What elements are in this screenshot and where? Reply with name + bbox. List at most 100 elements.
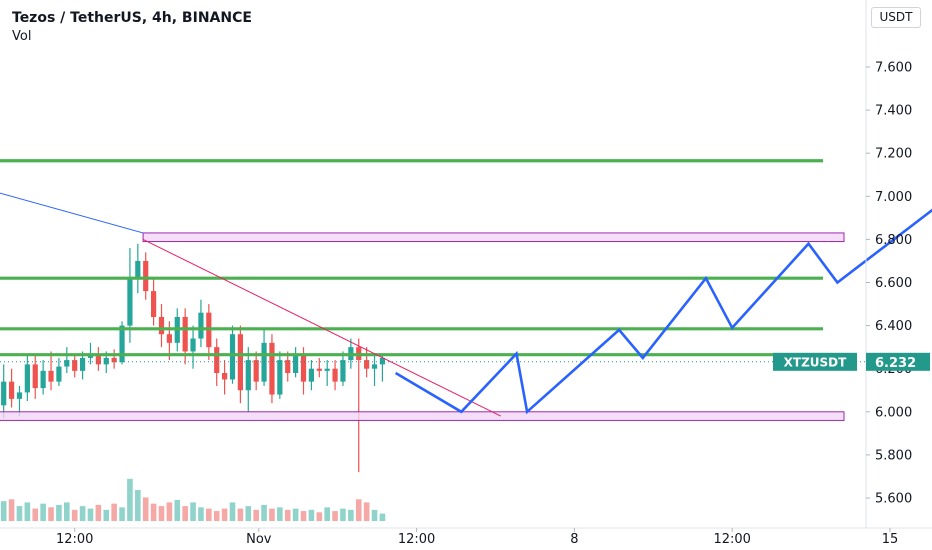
volume-bar: [158, 506, 165, 521]
volume-bar: [95, 504, 102, 521]
candle-body: [166, 334, 172, 343]
volume-bar: [213, 511, 220, 521]
candle-body: [371, 364, 378, 369]
projected-price-path[interactable]: [394, 166, 932, 415]
volume-bar: [348, 509, 354, 521]
volume-bar: [363, 502, 370, 521]
volume-bar: [198, 507, 204, 521]
candle-body: [111, 357, 117, 363]
price-tick-label: 7.600: [875, 61, 912, 76]
volume-bar: [371, 509, 378, 521]
candle-body: [8, 381, 15, 399]
volume-bar: [253, 509, 259, 521]
volume-bar: [135, 490, 141, 521]
volume-bar: [300, 511, 307, 521]
price-zone-rectangle[interactable]: [0, 411, 845, 421]
volume-bar: [142, 497, 149, 521]
price-zones[interactable]: [0, 232, 845, 421]
candle-body: [103, 357, 109, 365]
volume-bar: [284, 509, 291, 521]
last-price-label: 6.232: [875, 356, 916, 371]
candle-body: [222, 373, 228, 380]
candle-body: [229, 334, 236, 380]
candle-body: [285, 360, 291, 374]
last-price-tag: [866, 352, 930, 371]
candle-body: [277, 360, 283, 395]
price-axis[interactable]: 5.6005.8006.0006.2006.4006.6006.8007.000…: [773, 0, 930, 528]
candle-body: [127, 278, 133, 326]
time-tick-label: Nov: [246, 532, 272, 547]
candle-body: [324, 368, 330, 371]
volume-histogram: [0, 478, 386, 521]
volume-bar: [355, 499, 362, 521]
candle-body: [158, 316, 165, 335]
candle-body: [79, 357, 86, 371]
volume-bar: [182, 506, 188, 521]
volume-bar: [292, 508, 299, 521]
candle-body: [332, 368, 338, 382]
candle-body: [16, 392, 23, 399]
trendlines[interactable]: [0, 151, 501, 417]
candle-body: [379, 357, 386, 365]
support-resistance-lines[interactable]: [0, 159, 866, 363]
time-tick-label: 8: [570, 532, 578, 547]
candle-body: [1, 381, 7, 406]
candle-body: [198, 312, 204, 339]
volume-bar: [206, 508, 212, 521]
price-zone-rectangle[interactable]: [142, 232, 845, 243]
volume-bar: [127, 478, 133, 521]
candle-body: [364, 360, 370, 369]
volume-bar: [277, 507, 283, 521]
volume-bar: [64, 502, 70, 521]
volume-bar: [174, 499, 181, 521]
price-tick-label: 5.600: [875, 492, 912, 507]
candle-body: [316, 368, 322, 371]
trendline[interactable]: [0, 151, 144, 234]
volume-bar: [87, 508, 94, 521]
candle-body: [24, 364, 30, 393]
trendline[interactable]: [142, 238, 501, 417]
volume-bar: [340, 508, 346, 521]
candle-body: [48, 370, 54, 382]
volume-bar: [221, 508, 228, 521]
candle-body: [245, 360, 251, 391]
projection-path[interactable]: [394, 159, 932, 415]
price-tick-label: 7.000: [875, 190, 912, 205]
candle-body: [253, 360, 259, 382]
candle-body: [64, 360, 70, 367]
volume-bar: [24, 502, 31, 521]
candle-body: [190, 338, 196, 352]
price-tick-label: 6.400: [875, 319, 912, 334]
price-tick-label: 6.000: [875, 405, 912, 420]
time-tick-label: 12:00: [398, 532, 435, 547]
candle-body: [119, 325, 125, 363]
currency-button[interactable]: USDT: [871, 7, 921, 28]
volume-bar: [79, 506, 86, 521]
volume-bar: [229, 502, 236, 521]
candle-body: [269, 342, 275, 395]
candle-body: [135, 260, 141, 279]
time-tick-label: 12:00: [713, 532, 750, 547]
volume-indicator-label[interactable]: Vol: [12, 29, 32, 44]
volume-bar: [0, 501, 7, 521]
candle-body: [151, 291, 157, 317]
candle-body: [340, 360, 346, 382]
candle-body: [300, 355, 307, 382]
price-tick-label: 7.400: [875, 104, 912, 119]
candle-body: [293, 355, 299, 374]
volume-bar: [261, 504, 267, 521]
time-tick-label: 12:00: [56, 532, 93, 547]
candle-body: [182, 316, 188, 352]
volume-bar: [245, 506, 252, 521]
time-axis[interactable]: 12:00 Nov 12:00 8 12:00 15: [0, 527, 932, 547]
volume-bar: [332, 511, 338, 521]
volume-bar: [150, 503, 157, 521]
volume-bar: [111, 503, 117, 521]
volume-bar: [316, 512, 323, 521]
volume-bar: [48, 507, 54, 521]
volume-bar: [40, 503, 46, 521]
price-tick-label: 6.800: [875, 233, 912, 248]
volume-bar: [324, 507, 330, 521]
volume-bar: [16, 506, 23, 521]
